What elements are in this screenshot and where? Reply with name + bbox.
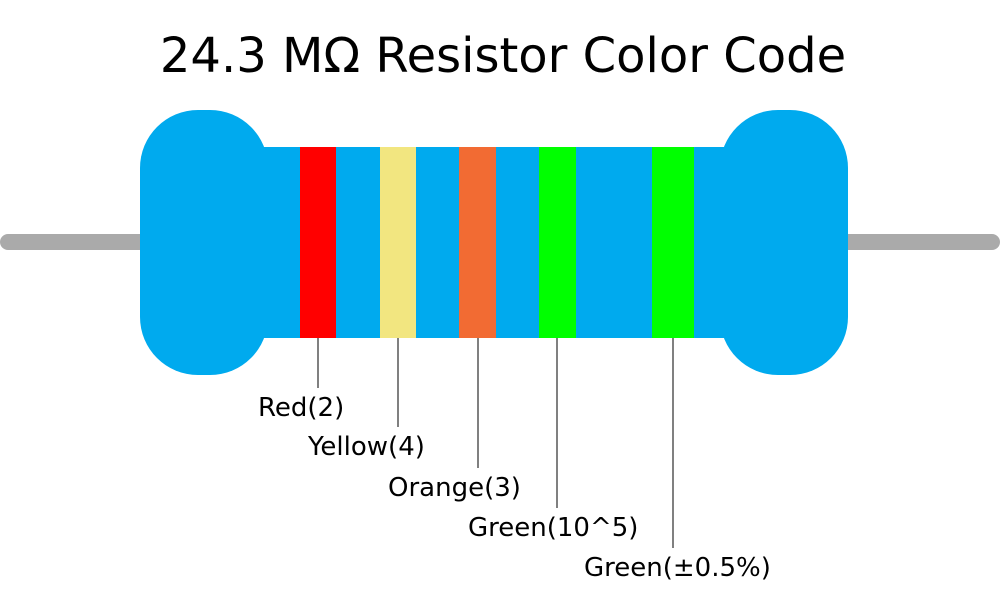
band-4 [539,147,576,338]
band-3 [459,147,496,338]
leader-lines [317,338,674,548]
band-3-label: Orange(3) [388,473,521,503]
right-end-cap [720,110,848,375]
band-4-label: Green(10^5) [468,513,638,543]
band-5 [652,147,694,338]
left-end-cap [140,110,268,375]
band-2 [380,147,416,338]
page-title: 24.3 MΩ Resistor Color Code [159,28,847,84]
band-1 [300,147,336,338]
color-bands [300,147,694,338]
band-2-label: Yellow(4) [307,432,425,462]
band-1-label: Red(2) [258,393,344,423]
band-5-label: Green(±0.5%) [584,553,771,583]
band-labels: Red(2) Yellow(4) Orange(3) Green(10^5) Green… [258,393,771,583]
